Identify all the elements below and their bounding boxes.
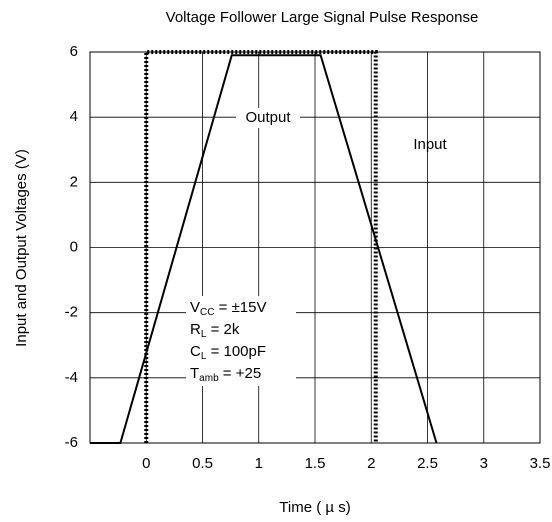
- condition-rest: = ±15V: [214, 299, 266, 316]
- condition-main: V: [190, 299, 200, 316]
- condition-rest: = 2k: [206, 321, 239, 338]
- y-axis-label: Input and Output Voltages (V): [13, 149, 30, 347]
- series-line: [90, 54, 438, 444]
- y-tick-label: 6: [70, 43, 78, 60]
- x-tick-label: 3: [480, 455, 488, 472]
- condition-main: R: [190, 321, 201, 338]
- label-bg: [236, 108, 300, 128]
- conditions-bg: [186, 296, 296, 386]
- condition-text: CL = 100pF: [190, 343, 266, 362]
- series-line: [144, 50, 378, 443]
- x-tick-label: 1: [255, 455, 263, 472]
- x-tick-label: 2: [367, 455, 375, 472]
- x-tick-label: 0.5: [192, 455, 213, 472]
- condition-text: RL = 2k: [190, 321, 240, 340]
- condition-main: C: [190, 343, 201, 360]
- y-tick-label: -6: [65, 434, 78, 451]
- x-tick-label: 1.5: [305, 455, 326, 472]
- condition-main: T: [190, 365, 199, 382]
- series-label: Output: [245, 109, 291, 126]
- condition-sub: amb: [199, 373, 219, 384]
- condition-rest: = 100pF: [206, 343, 266, 360]
- x-tick-label: 0: [142, 455, 150, 472]
- condition-sub: L: [201, 329, 207, 340]
- y-tick-label: -4: [65, 369, 78, 386]
- condition-rest: = +25: [219, 365, 262, 382]
- y-tick-label: -2: [65, 304, 78, 321]
- condition-text: VCC = ±15V: [190, 299, 267, 318]
- condition-sub: CC: [200, 307, 214, 318]
- y-tick-label: 2: [70, 173, 78, 190]
- chart-title: Voltage Follower Large Signal Pulse Resp…: [166, 9, 479, 26]
- condition-text: Tamb = +25: [190, 365, 261, 384]
- x-tick-label: 2.5: [417, 455, 438, 472]
- x-tick-label: 3.5: [530, 455, 551, 472]
- condition-sub: L: [201, 351, 207, 362]
- series-label: Input: [413, 136, 447, 153]
- y-tick-label: 0: [70, 238, 78, 255]
- x-axis-label: Time ( µ s): [279, 499, 350, 516]
- y-tick-label: 4: [70, 108, 78, 125]
